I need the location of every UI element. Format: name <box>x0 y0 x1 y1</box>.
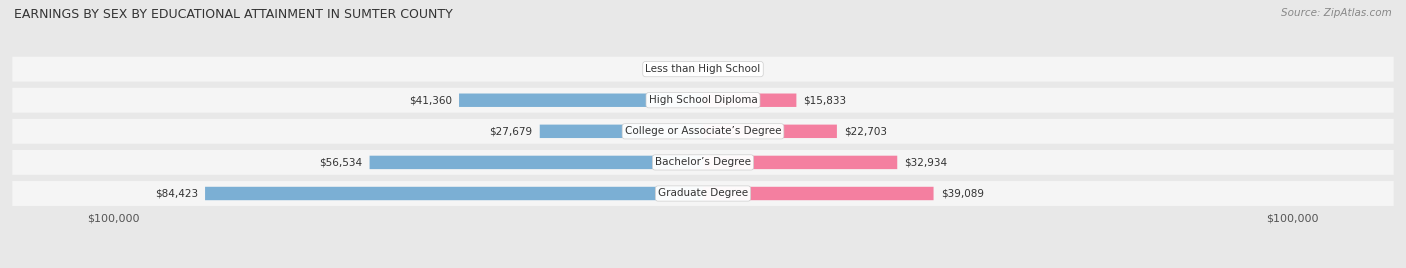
FancyBboxPatch shape <box>540 125 703 138</box>
Text: EARNINGS BY SEX BY EDUCATIONAL ATTAINMENT IN SUMTER COUNTY: EARNINGS BY SEX BY EDUCATIONAL ATTAINMEN… <box>14 8 453 21</box>
Text: $39,089: $39,089 <box>941 188 984 199</box>
Text: $84,423: $84,423 <box>155 188 198 199</box>
Text: $27,679: $27,679 <box>489 126 533 136</box>
Text: $41,360: $41,360 <box>409 95 451 105</box>
Text: $15,833: $15,833 <box>803 95 846 105</box>
FancyBboxPatch shape <box>703 187 934 200</box>
FancyBboxPatch shape <box>13 181 1393 206</box>
FancyBboxPatch shape <box>703 125 837 138</box>
FancyBboxPatch shape <box>13 88 1393 113</box>
FancyBboxPatch shape <box>458 94 703 107</box>
Text: $0: $0 <box>707 64 720 74</box>
FancyBboxPatch shape <box>205 187 703 200</box>
Text: College or Associate’s Degree: College or Associate’s Degree <box>624 126 782 136</box>
Text: $22,703: $22,703 <box>844 126 887 136</box>
FancyBboxPatch shape <box>370 156 703 169</box>
FancyBboxPatch shape <box>13 119 1393 144</box>
Text: Graduate Degree: Graduate Degree <box>658 188 748 199</box>
FancyBboxPatch shape <box>13 150 1393 175</box>
FancyBboxPatch shape <box>703 94 796 107</box>
Text: $56,534: $56,534 <box>319 157 363 168</box>
FancyBboxPatch shape <box>13 57 1393 81</box>
FancyBboxPatch shape <box>703 156 897 169</box>
Text: Bachelor’s Degree: Bachelor’s Degree <box>655 157 751 168</box>
Text: High School Diploma: High School Diploma <box>648 95 758 105</box>
Legend: Male, Female: Male, Female <box>644 266 762 268</box>
Text: $0: $0 <box>686 64 699 74</box>
Text: $32,934: $32,934 <box>904 157 948 168</box>
Text: Less than High School: Less than High School <box>645 64 761 74</box>
Text: Source: ZipAtlas.com: Source: ZipAtlas.com <box>1281 8 1392 18</box>
